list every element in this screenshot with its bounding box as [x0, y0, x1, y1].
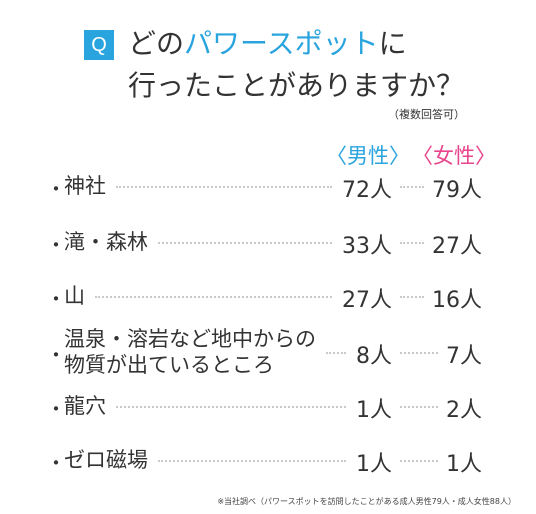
row-label: 龍穴: [64, 394, 106, 418]
male-value: 1人: [356, 452, 392, 477]
male-value: 1人: [356, 398, 392, 423]
female-value: 1人: [446, 452, 482, 477]
row-bullet: ・: [46, 177, 66, 201]
multiple-answer-note: （複数回答可）: [388, 108, 465, 121]
leader-dots: [400, 242, 424, 244]
row-bullet: ・: [46, 233, 66, 257]
row-label: ゼロ磁場: [64, 448, 148, 472]
female-value: 79人: [432, 178, 482, 203]
female-column-header: 〈女性〉: [412, 144, 496, 168]
female-value: 27人: [432, 234, 482, 259]
leader-dots: [400, 186, 424, 188]
question-title-line2: 行ったことがありますか？: [128, 69, 465, 102]
female-value: 2人: [446, 398, 482, 423]
row-bullet: ・: [46, 451, 66, 475]
leader-dots: [326, 352, 346, 354]
male-column-header: 〈男性〉: [326, 144, 410, 168]
leader-dots: [400, 352, 438, 354]
leader-dots: [116, 186, 332, 188]
female-value: 16人: [432, 288, 482, 313]
male-value: 27人: [342, 288, 392, 313]
row-bullet: ・: [46, 343, 66, 367]
row-bullet: ・: [46, 397, 66, 421]
male-value: 8人: [356, 344, 392, 369]
leader-dots: [95, 296, 332, 298]
row-label: 山: [64, 284, 85, 308]
survey-footnote: ※当社調べ（パワースポットを訪問したことがある成人男性79人・成人女性88人）: [217, 497, 516, 506]
leader-dots: [400, 460, 438, 462]
male-value: 72人: [342, 178, 392, 203]
leader-dots: [158, 460, 346, 462]
leader-dots: [400, 406, 438, 408]
leader-dots: [158, 242, 332, 244]
row-bullet: ・: [46, 287, 66, 311]
leader-dots: [400, 296, 424, 298]
question-title-line1: どのパワースポットに: [128, 26, 407, 62]
row-label: 温泉・溶岩など地中からの 物質が出ているところ: [64, 327, 316, 377]
title-text: どの: [128, 27, 185, 60]
female-value: 7人: [446, 344, 482, 369]
title-text: に: [378, 27, 407, 60]
row-label: 神社: [64, 174, 106, 198]
row-label: 滝・森林: [64, 230, 148, 254]
leader-dots: [116, 406, 346, 408]
question-badge: Q: [84, 30, 114, 60]
male-value: 33人: [342, 234, 392, 259]
title-highlight: パワースポット: [184, 27, 379, 60]
